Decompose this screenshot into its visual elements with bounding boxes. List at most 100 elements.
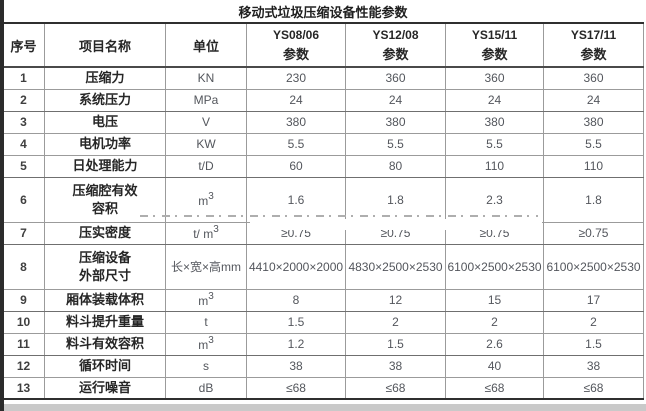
table-row: 3 电压 V 380 380 380 380 <box>2 110 644 134</box>
watermark-dash-line <box>140 215 538 217</box>
value-cell-ys1208: 5.5 <box>345 132 446 156</box>
value-cell-ys1711: 380 <box>543 110 644 134</box>
value-cell-ys1511: 15 <box>445 288 544 312</box>
value-cell-ys1711: 38 <box>543 354 644 378</box>
item-name-cell: 料斗有效容积 <box>44 332 166 356</box>
table-row: 13 运行噪音 dB ≤68 ≤68 ≤68 ≤68 <box>2 376 644 400</box>
item-name-cell: 电机功率 <box>44 132 166 156</box>
value-cell-ys1208: 38 <box>345 354 446 378</box>
col-header-no: 序号 <box>2 22 45 68</box>
unit-cell: dB <box>165 376 247 400</box>
value-cell-ys1208: 12 <box>345 288 446 312</box>
value-cell-ys1711: 5.5 <box>543 132 644 156</box>
item-name-cell: 日处理能力 <box>44 154 166 178</box>
item-name-cell: 压缩设备 外部尺寸 <box>44 243 166 290</box>
row-number-cell: 5 <box>2 154 45 178</box>
table-row: 12 循环时间 s 38 38 40 38 <box>2 354 644 378</box>
value-cell-ys1511: ≤68 <box>445 376 544 400</box>
value-cell-ys1511: 110 <box>445 154 544 178</box>
unit-cell: MPa <box>165 88 247 112</box>
value-cell-ys0806: 8 <box>246 288 346 312</box>
table-row: 6 压缩腔有效 容积 m3 1.6 1.8 2.3 1.8 <box>2 176 644 223</box>
row-number-cell: 7 <box>2 221 45 245</box>
item-name-cell: 压实密度 <box>44 221 166 245</box>
value-cell-ys1511: 24 <box>445 88 544 112</box>
value-cell-ys1208: 1.8 <box>345 176 446 223</box>
table-row: 11 料斗有效容积 m3 1.2 1.5 2.6 1.5 <box>2 332 644 356</box>
table-row: 9 厢体装载体积 m3 8 12 15 17 <box>2 288 644 312</box>
table-outer-left-border <box>0 0 4 411</box>
table-title: 移动式垃圾压缩设备性能参数 <box>238 5 408 20</box>
item-name-cell: 电压 <box>44 110 166 134</box>
table-row: 1 压缩力 KN 230 360 360 360 <box>2 66 644 90</box>
value-cell-ys1711: 110 <box>543 154 644 178</box>
row-number-cell: 1 <box>2 66 45 90</box>
value-cell-ys1511: 380 <box>445 110 544 134</box>
value-cell-ys0806: 4410×2000×2000 <box>246 243 346 290</box>
unit-cell: KN <box>165 66 247 90</box>
value-cell-ys0806: 38 <box>246 354 346 378</box>
param-label: 参数 <box>382 47 409 62</box>
item-name-cell: 压缩力 <box>44 66 166 90</box>
value-cell-ys1711: ≥0.75 <box>543 221 644 245</box>
col-header-unit: 单位 <box>165 22 247 68</box>
item-name-cell: 系统压力 <box>44 88 166 112</box>
value-cell-ys1711: ≤68 <box>543 376 644 400</box>
value-cell-ys1511: 2 <box>445 310 544 334</box>
value-cell-ys0806: 60 <box>246 154 346 178</box>
value-cell-ys1711: 17 <box>543 288 644 312</box>
unit-cell: t/D <box>165 154 247 178</box>
value-cell-ys0806: 1.2 <box>246 332 346 356</box>
item-name-cell: 循环时间 <box>44 354 166 378</box>
table-row: 8 压缩设备 外部尺寸 长×宽×高mm 4410×2000×2000 4830×2… <box>2 243 644 290</box>
col-header-model-1: YS08/06 参数 <box>246 22 346 68</box>
model-name: YS12/08 <box>372 28 419 42</box>
row-number-cell: 3 <box>2 110 45 134</box>
row-number-cell: 12 <box>2 354 45 378</box>
item-name-cell: 运行噪音 <box>44 376 166 400</box>
item-name-cell: 厢体装载体积 <box>44 288 166 312</box>
value-cell-ys0806: 5.5 <box>246 132 346 156</box>
param-label: 参数 <box>481 47 508 62</box>
value-cell-ys1711: 1.5 <box>543 332 644 356</box>
unit-cell: m3 <box>165 332 247 356</box>
unit-cell: m3 <box>165 288 247 312</box>
value-cell-ys1208: 1.5 <box>345 332 446 356</box>
value-cell-ys1208: 80 <box>345 154 446 178</box>
unit-cell: V <box>165 110 247 134</box>
row-number-cell: 4 <box>2 132 45 156</box>
value-cell-ys1208: 2 <box>345 310 446 334</box>
value-cell-ys1208: 24 <box>345 88 446 112</box>
value-cell-ys1711: 6100×2500×2530 <box>543 243 644 290</box>
table-row: 5 日处理能力 t/D 60 80 110 110 <box>2 154 644 178</box>
item-name-cell: 料斗提升重量 <box>44 310 166 334</box>
unit-cell: t <box>165 310 247 334</box>
table-row: 10 料斗提升重量 t 1.5 2 2 2 <box>2 310 644 334</box>
param-label: 参数 <box>580 47 607 62</box>
value-cell-ys0806: ≤68 <box>246 376 346 400</box>
row-number-cell: 6 <box>2 176 45 223</box>
row-number-cell: 2 <box>2 88 45 112</box>
value-cell-ys1511: 360 <box>445 66 544 90</box>
table-row: 2 系统压力 MPa 24 24 24 24 <box>2 88 644 112</box>
unit-cell: t/ m3 <box>165 221 247 245</box>
model-name: YS08/06 <box>272 28 320 42</box>
value-cell-ys1511: 5.5 <box>445 132 544 156</box>
col-header-item: 项目名称 <box>44 22 166 68</box>
unit-cell: 长×宽×高mm <box>165 243 247 290</box>
value-cell-ys1711: 360 <box>543 66 644 90</box>
spec-table-body: 1 压缩力 KN 230 360 360 360 2 系统压力 MPa 24 2… <box>2 66 644 400</box>
watermark-white-band <box>250 219 542 230</box>
param-label: 参数 <box>282 47 309 62</box>
model-name: YS17/11 <box>570 28 617 42</box>
value-cell-ys0806: 24 <box>246 88 346 112</box>
value-cell-ys1208: 360 <box>345 66 446 90</box>
model-name: YS15/11 <box>471 28 518 42</box>
value-cell-ys1711: 1.8 <box>543 176 644 223</box>
row-number-cell: 13 <box>2 376 45 400</box>
col-header-model-3: YS15/11 参数 <box>445 22 544 68</box>
value-cell-ys0806: 230 <box>246 66 346 90</box>
value-cell-ys1711: 2 <box>543 310 644 334</box>
col-header-model-2: YS12/08 参数 <box>345 22 446 68</box>
